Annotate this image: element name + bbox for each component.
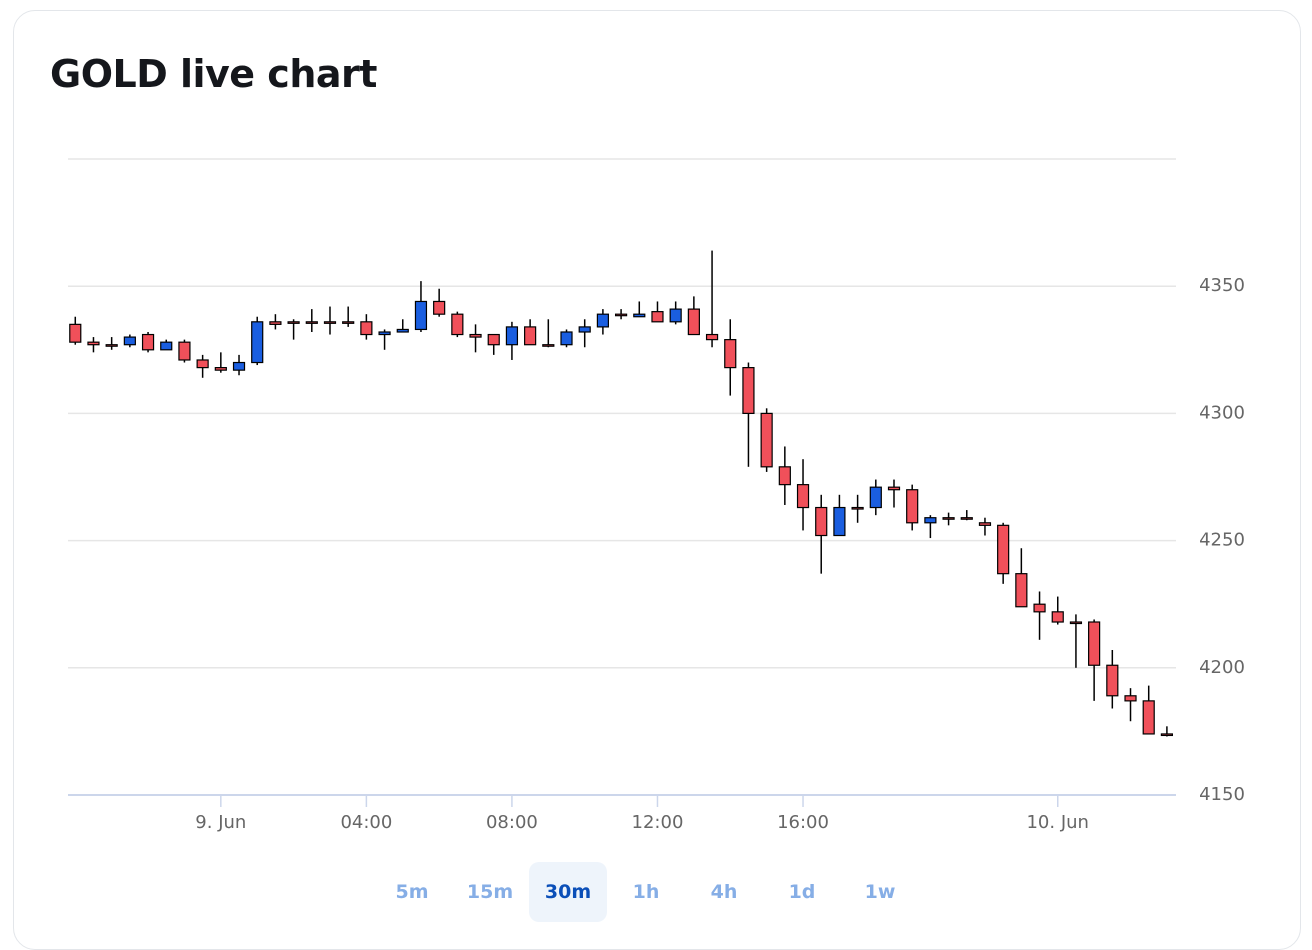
candle-body (505, 326, 519, 346)
candle-body (978, 522, 992, 526)
candle-body (378, 331, 391, 336)
candle-body (232, 361, 246, 371)
candle-body (796, 484, 810, 509)
timeframe-button[interactable]: 1d (763, 862, 841, 922)
candle-body (396, 328, 409, 333)
timeframe-button[interactable]: 1h (607, 862, 685, 922)
candle-body (651, 311, 664, 323)
candle-body (560, 331, 573, 346)
candle-body (887, 486, 901, 491)
timeframe-button[interactable]: 30m (529, 862, 607, 922)
candle-body (487, 333, 500, 346)
candle-body (1015, 573, 1028, 608)
x-tick-label: 9. Jun (195, 812, 246, 833)
page: GOLD live chart 4150 4200 4250 4300 4350 9. J… (13, 10, 1301, 950)
candle-body (833, 506, 846, 537)
candle-body (87, 341, 100, 346)
candle-body (542, 344, 555, 347)
candle-body (869, 486, 882, 509)
candle-body (69, 323, 82, 343)
candle-body (851, 506, 864, 510)
candle-body (906, 489, 919, 524)
chart: 4150 4200 4250 4300 4350 9. Jun 04:00 08:00 12:0… (68, 158, 1245, 833)
candle-body (451, 313, 464, 336)
candle-body (687, 308, 700, 336)
candle-body (742, 367, 755, 415)
candle-body (960, 517, 973, 520)
timeframe-bar: 5m 15m 30m 1h 4h 1d 1w (373, 862, 919, 922)
candle-body (724, 339, 737, 369)
candle-body (669, 308, 682, 323)
candle-body (287, 321, 300, 324)
y-tick-label: 4150 (1199, 784, 1245, 805)
candle-body (1069, 621, 1083, 625)
candle-body (323, 321, 337, 324)
x-tick-label: 10. Jun (1026, 812, 1088, 833)
candle-body (469, 333, 482, 338)
candle-body (924, 517, 937, 524)
timeframe-button[interactable]: 1w (841, 862, 919, 922)
candle-body (705, 333, 719, 341)
candle-body (1142, 700, 1155, 735)
candle-body (614, 313, 628, 317)
candle-body (524, 326, 537, 346)
candle-body (196, 359, 209, 369)
y-tick-label: 4250 (1199, 530, 1245, 551)
y-tick-label: 4200 (1199, 657, 1245, 678)
timeframe-button[interactable]: 15m (451, 862, 529, 922)
candle-body (1160, 733, 1174, 737)
candle-body (360, 321, 373, 336)
candle-body (433, 300, 446, 315)
candle-body (214, 367, 227, 371)
candle-body (596, 313, 609, 328)
timeframe-button[interactable]: 5m (373, 862, 451, 922)
candle-body (178, 341, 191, 361)
candle-body (269, 321, 282, 325)
candle-body (1051, 611, 1064, 623)
x-tick-label: 12:00 (632, 812, 684, 833)
candle-body (251, 321, 264, 364)
candle-body (633, 313, 646, 318)
candle-body (942, 517, 955, 520)
candle-body (815, 506, 828, 537)
candle-body (578, 326, 591, 333)
timeframe-button[interactable]: 4h (685, 862, 763, 922)
candle-body (1106, 664, 1119, 697)
candle-body (778, 466, 791, 486)
candle-body (305, 321, 318, 324)
candle-body (1124, 695, 1137, 702)
x-tick-label: 16:00 (777, 812, 829, 833)
title: GOLD live chart (50, 52, 377, 96)
candle-body (105, 344, 118, 347)
candle-body (123, 336, 136, 346)
candle-body (1033, 603, 1046, 613)
y-tick-label: 4350 (1199, 275, 1245, 296)
candle-body (141, 333, 155, 351)
candle-body (760, 412, 773, 468)
y-tick-label: 4300 (1199, 402, 1245, 423)
candle-body (160, 341, 173, 351)
x-tick-label: 04:00 (340, 812, 392, 833)
candle-body (997, 524, 1010, 575)
candle-body (1088, 621, 1101, 666)
candle-body (342, 321, 355, 324)
x-tick-label: 08:00 (486, 812, 538, 833)
candle-body (414, 300, 428, 331)
